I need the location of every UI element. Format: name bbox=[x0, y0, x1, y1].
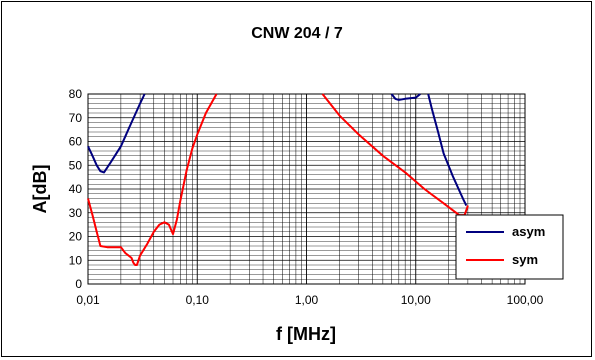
legend: asym sym bbox=[455, 214, 564, 280]
y-tick-label: 50 bbox=[69, 158, 83, 172]
series-line-asym bbox=[87, 93, 146, 174]
legend-box bbox=[455, 214, 564, 280]
y-tick-label: 60 bbox=[69, 135, 83, 149]
y-tick-label: 70 bbox=[69, 111, 83, 125]
plot-border bbox=[87, 93, 526, 285]
x-tick-label: 10,00 bbox=[401, 293, 431, 307]
series-line-asym bbox=[427, 93, 468, 207]
y-tick-label: 20 bbox=[69, 230, 83, 244]
y-tick-label: 30 bbox=[69, 206, 83, 220]
y-tick-label: 80 bbox=[69, 87, 83, 101]
x-tick-label: 0,10 bbox=[186, 293, 210, 307]
series-asym bbox=[87, 93, 468, 207]
legend-label-asym: asym bbox=[512, 224, 545, 239]
y-axis-label: A[dB] bbox=[30, 165, 50, 214]
series-line-asym bbox=[390, 93, 421, 101]
x-tick-label: 1,00 bbox=[295, 293, 319, 307]
chart-title: CNW 204 / 7 bbox=[251, 25, 343, 42]
y-tick-label: 0 bbox=[75, 277, 82, 291]
y-tick-label: 40 bbox=[69, 182, 83, 196]
y-tick-label: 10 bbox=[69, 253, 83, 267]
x-tick-label: 100,00 bbox=[507, 293, 544, 307]
x-axis-label: f [MHz] bbox=[276, 324, 336, 344]
legend-label-sym: sym bbox=[512, 252, 538, 267]
x-tick-label: 0,01 bbox=[76, 293, 100, 307]
series-line-sym bbox=[87, 93, 218, 266]
